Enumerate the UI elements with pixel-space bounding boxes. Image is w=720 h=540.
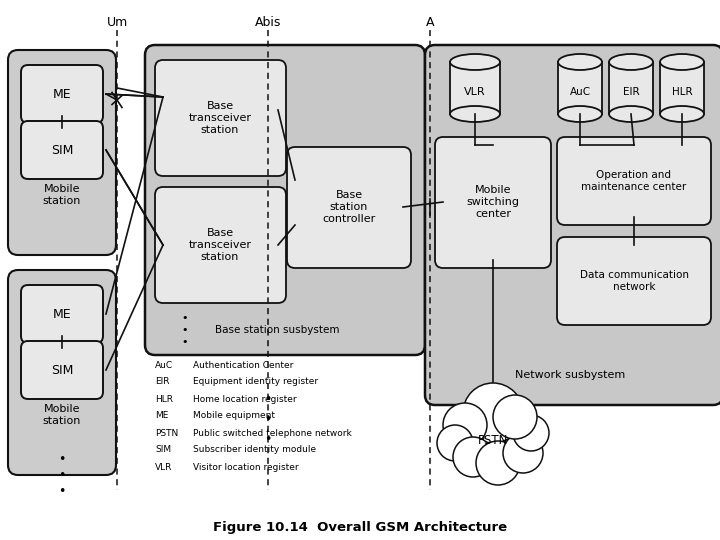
Ellipse shape [609, 54, 653, 70]
Text: •: • [264, 414, 271, 427]
Text: VLR: VLR [464, 87, 486, 97]
Text: Visitor location register: Visitor location register [193, 462, 299, 471]
Ellipse shape [661, 55, 703, 69]
Text: •: • [181, 325, 188, 335]
FancyBboxPatch shape [21, 65, 103, 123]
Text: •: • [58, 469, 66, 483]
Text: Network susbystem: Network susbystem [515, 370, 625, 380]
Text: PSTN: PSTN [155, 429, 179, 437]
FancyBboxPatch shape [155, 60, 286, 176]
FancyBboxPatch shape [8, 270, 116, 475]
Ellipse shape [451, 55, 499, 69]
FancyBboxPatch shape [21, 341, 103, 399]
FancyBboxPatch shape [435, 137, 551, 268]
Text: •: • [264, 394, 271, 407]
Text: Mobile
switching
center: Mobile switching center [467, 185, 520, 219]
Text: Base
transceiver
station: Base transceiver station [189, 102, 251, 134]
Text: ME: ME [53, 307, 71, 321]
Text: Operation and
maintenance center: Operation and maintenance center [581, 170, 687, 192]
Ellipse shape [450, 54, 500, 70]
Text: HLR: HLR [672, 87, 693, 97]
FancyBboxPatch shape [155, 187, 286, 303]
Ellipse shape [450, 106, 500, 122]
FancyBboxPatch shape [287, 147, 411, 268]
Circle shape [463, 383, 523, 443]
Text: HLR: HLR [155, 395, 173, 403]
Ellipse shape [660, 106, 704, 122]
Text: SIM: SIM [51, 144, 73, 157]
Text: EIR: EIR [155, 377, 169, 387]
Text: Data communication
network: Data communication network [580, 270, 688, 292]
Text: AuC: AuC [155, 361, 173, 369]
Bar [609, 62, 653, 114]
Text: Mobile equipment: Mobile equipment [193, 411, 275, 421]
Bar [660, 62, 704, 114]
Text: Figure 10.14  Overall GSM Architecture: Figure 10.14 Overall GSM Architecture [213, 522, 507, 535]
Text: SIM: SIM [155, 446, 171, 455]
Ellipse shape [559, 55, 601, 69]
Text: Home location register: Home location register [193, 395, 297, 403]
Circle shape [493, 395, 537, 439]
Text: •: • [181, 313, 188, 323]
Text: Subscriber identity module: Subscriber identity module [193, 446, 316, 455]
Text: ME: ME [53, 87, 71, 100]
Ellipse shape [660, 54, 704, 70]
Text: •: • [181, 337, 188, 347]
FancyBboxPatch shape [8, 50, 116, 255]
Text: Mobile
station: Mobile station [42, 184, 81, 206]
Text: VLR: VLR [155, 462, 172, 471]
Text: Authentication Center: Authentication Center [193, 361, 293, 369]
Text: SIM: SIM [51, 363, 73, 376]
Ellipse shape [558, 54, 602, 70]
Ellipse shape [610, 55, 652, 69]
Circle shape [453, 437, 493, 477]
Text: EIR: EIR [623, 87, 639, 97]
Text: Equipment identity register: Equipment identity register [193, 377, 318, 387]
Text: PSTN: PSTN [478, 434, 508, 447]
Circle shape [476, 441, 520, 485]
Circle shape [437, 425, 473, 461]
Text: Um: Um [107, 16, 127, 29]
FancyBboxPatch shape [425, 45, 720, 405]
Text: Mobile
station: Mobile station [42, 404, 81, 426]
Text: •: • [58, 485, 66, 498]
Bar [558, 62, 602, 114]
FancyBboxPatch shape [557, 137, 711, 225]
Text: Base station susbystem: Base station susbystem [215, 325, 339, 335]
FancyBboxPatch shape [21, 121, 103, 179]
Circle shape [443, 403, 487, 447]
Text: AuC: AuC [570, 87, 590, 97]
Text: Public switched telephone network: Public switched telephone network [193, 429, 352, 437]
Circle shape [503, 433, 543, 473]
Circle shape [513, 415, 549, 451]
FancyBboxPatch shape [557, 237, 711, 325]
Text: •: • [58, 454, 66, 467]
Ellipse shape [558, 106, 602, 122]
Text: A: A [426, 16, 434, 29]
FancyBboxPatch shape [145, 45, 425, 355]
Text: •: • [264, 434, 271, 447]
FancyBboxPatch shape [21, 285, 103, 343]
Text: Base
station
controller: Base station controller [323, 191, 376, 224]
Ellipse shape [609, 106, 653, 122]
Text: ME: ME [155, 411, 168, 421]
Text: Abis: Abis [255, 16, 282, 29]
Text: Base
transceiver
station: Base transceiver station [189, 228, 251, 261]
Bar [450, 62, 500, 114]
